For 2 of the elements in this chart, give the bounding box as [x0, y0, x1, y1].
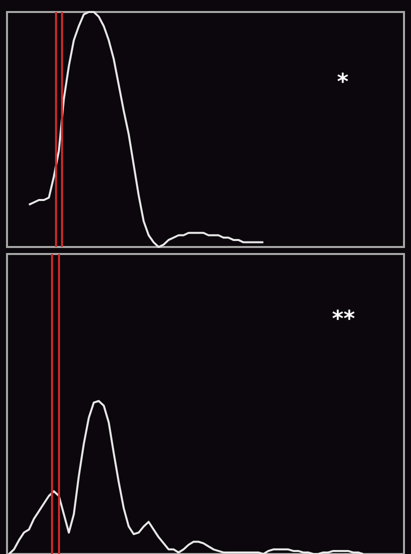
annotation: * [337, 70, 349, 95]
text: ** [332, 307, 356, 332]
